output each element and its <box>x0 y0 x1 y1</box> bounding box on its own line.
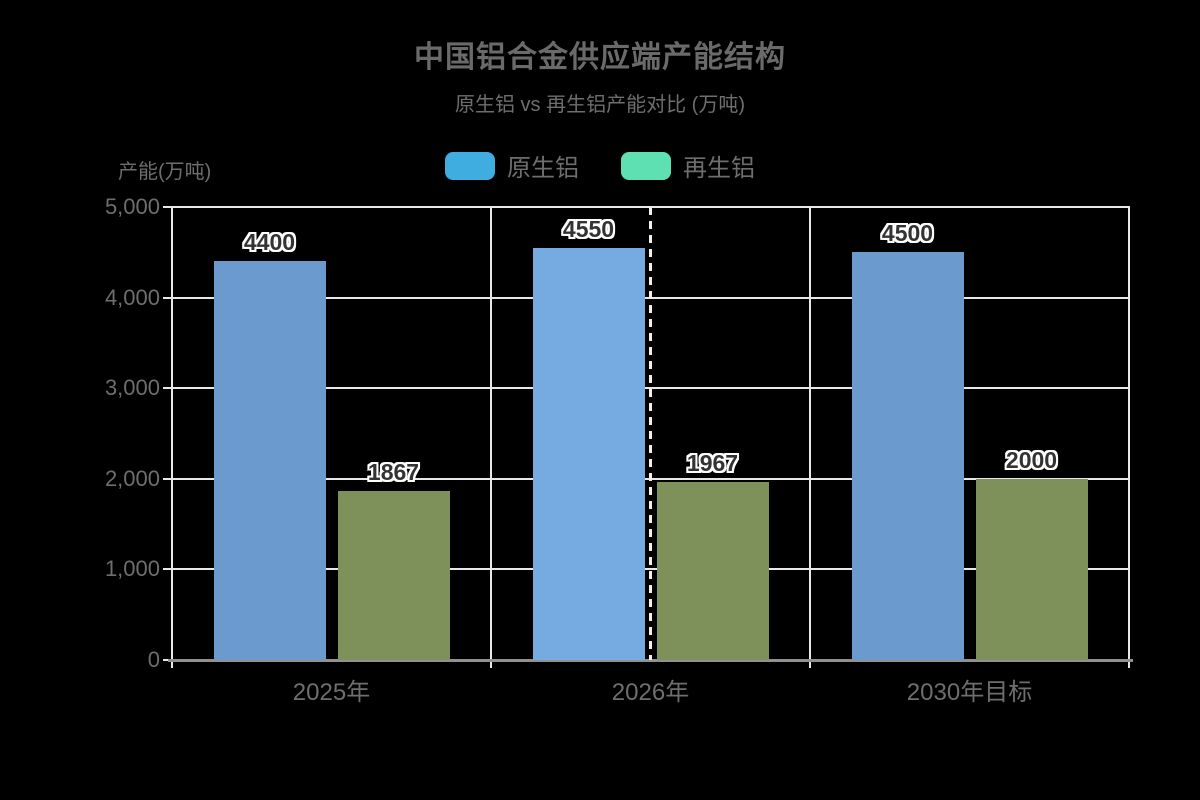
y-axis-tick <box>163 659 172 661</box>
x-axis-tick <box>1128 660 1130 668</box>
bar-value-label-primary-0: 4400 <box>243 229 296 256</box>
chart-title: 中国铝合金供应端产能结构 <box>414 41 786 74</box>
plot-right-border <box>1128 207 1130 660</box>
x-axis-label-2: 2030年目标 <box>906 679 1033 706</box>
y-axis-tick <box>163 477 172 480</box>
chart-subtitle: 原生铝 vs 再生铝产能对比 (万吨) <box>455 94 745 116</box>
x-axis-label-1: 2026年 <box>611 679 690 706</box>
legend-item-primary-aluminum[interactable]: 原生铝 <box>445 148 579 183</box>
y-axis-line <box>171 207 173 660</box>
legend-swatch-primary <box>445 151 495 180</box>
bar-recycled-1[interactable] <box>656 481 769 660</box>
y-axis-tick <box>163 206 172 208</box>
x-axis-tick <box>171 660 173 668</box>
y-axis-tick-label: 5,000 <box>104 194 160 219</box>
legend-swatch-recycled <box>621 151 671 180</box>
x-axis-label-0: 2025年 <box>292 679 371 706</box>
legend-label-primary: 原生铝 <box>507 155 579 182</box>
bar-recycled-2[interactable] <box>975 478 1088 660</box>
marker-dashed-line <box>649 207 652 660</box>
x-axis-tick <box>809 660 811 668</box>
bar-value-label-primary-1: 4550 <box>562 215 615 242</box>
y-axis-title: 产能(万吨) <box>118 161 212 183</box>
bar-value-label-primary-2: 4500 <box>881 220 934 247</box>
y-axis-tick-label: 1,000 <box>104 556 160 582</box>
x-axis-line <box>168 659 1133 662</box>
bar-value-label-recycled-2: 2000 <box>1005 446 1058 473</box>
y-axis-tick <box>163 296 172 299</box>
legend-item-recycled-aluminum[interactable]: 再生铝 <box>621 148 755 183</box>
y-axis-tick <box>163 387 172 390</box>
bar-value-label-recycled-1: 1967 <box>686 449 739 476</box>
y-axis-tick-label: 4,000 <box>104 284 160 310</box>
legend: 原生铝 再生铝 <box>0 148 1200 183</box>
bar-primary-2[interactable] <box>851 252 964 660</box>
y-axis-tick-label: 2,000 <box>104 465 160 491</box>
category-split-line <box>490 207 492 660</box>
bar-primary-1[interactable] <box>532 247 645 660</box>
legend-label-recycled: 再生铝 <box>683 155 755 182</box>
y-axis-tick-label: 3,000 <box>104 375 160 401</box>
x-axis-tick <box>490 660 492 668</box>
bar-primary-0[interactable] <box>213 261 326 660</box>
y-axis-tick-label: 0 <box>147 647 160 672</box>
bar-recycled-0[interactable] <box>337 490 450 660</box>
y-axis-tick <box>163 568 172 571</box>
bar-value-label-recycled-0: 1867 <box>367 458 420 485</box>
category-split-line <box>809 207 811 660</box>
